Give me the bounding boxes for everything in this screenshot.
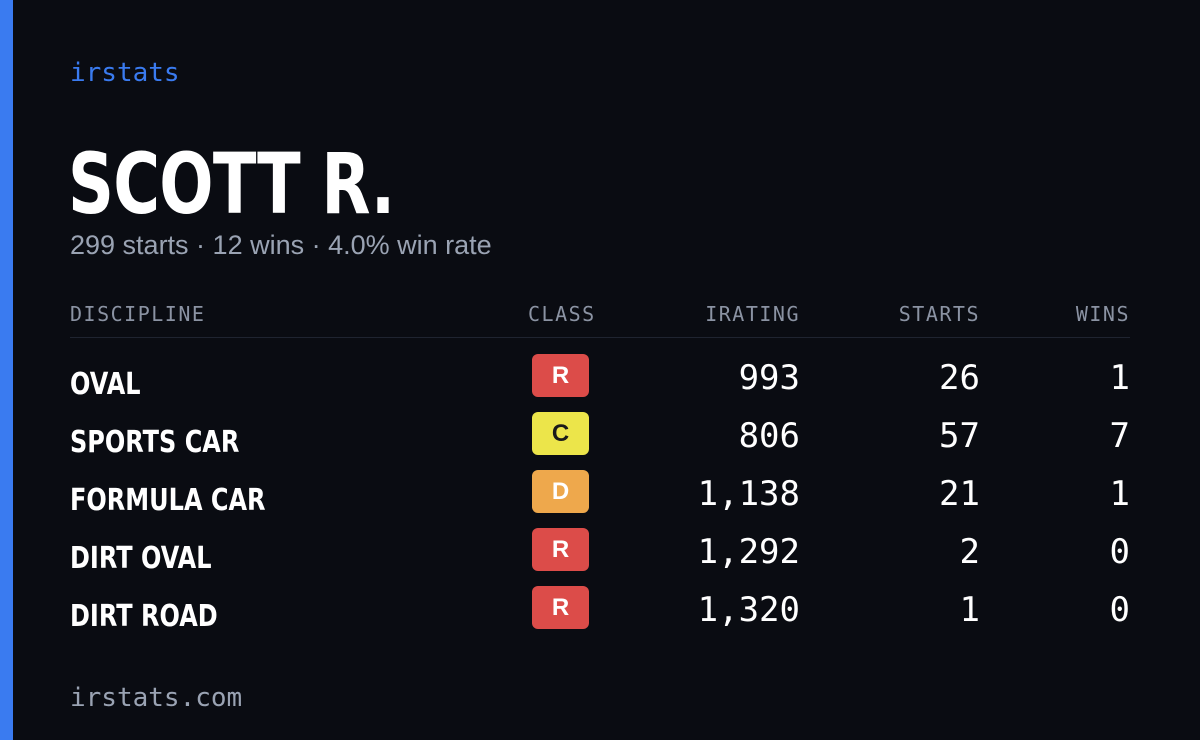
stats-table: DISCIPLINE CLASS IRATING STARTS WINS OVA… xyxy=(70,296,1130,634)
starts-value: 2 xyxy=(959,532,980,572)
class-badge: R xyxy=(532,586,589,629)
starts-value: 57 xyxy=(939,416,980,456)
class-badge: D xyxy=(532,470,589,513)
table-row: DIRT ROAD R 1,320 1 0 xyxy=(70,586,1130,644)
discipline-name: FORMULA CAR xyxy=(70,483,266,518)
wins-value: 1 xyxy=(1109,358,1130,398)
class-badge: C xyxy=(532,412,589,455)
discipline-name: DIRT ROAD xyxy=(70,599,218,634)
starts-value: 26 xyxy=(939,358,980,398)
header-class: CLASS xyxy=(528,302,596,326)
class-badge: R xyxy=(532,354,589,397)
wins-value: 0 xyxy=(1109,532,1130,572)
brand-logo: irstats xyxy=(70,58,180,88)
table-row: SPORTS CAR C 806 57 7 xyxy=(70,412,1130,470)
irating-value: 1,292 xyxy=(697,532,800,572)
header-wins: WINS xyxy=(1075,302,1130,326)
starts-value: 21 xyxy=(939,474,980,514)
header-irating: IRATING xyxy=(705,302,800,326)
discipline-name: OVAL xyxy=(70,367,141,402)
irating-value: 1,320 xyxy=(697,590,800,630)
discipline-name: SPORTS CAR xyxy=(70,425,240,460)
driver-summary: 299 starts · 12 wins · 4.0% win rate xyxy=(70,230,492,260)
footer-url[interactable]: irstats.com xyxy=(70,683,243,713)
header-starts: STARTS xyxy=(898,302,980,326)
discipline-name: DIRT OVAL xyxy=(70,541,212,576)
wins-value: 7 xyxy=(1109,416,1130,456)
irating-value: 993 xyxy=(738,358,800,398)
irating-value: 1,138 xyxy=(697,474,800,514)
header-discipline: DISCIPLINE xyxy=(70,302,206,326)
irating-value: 806 xyxy=(738,416,800,456)
table-row: FORMULA CAR D 1,138 21 1 xyxy=(70,470,1130,528)
driver-name: SCOTT R. xyxy=(68,135,395,233)
class-badge: R xyxy=(532,528,589,571)
table-row: DIRT OVAL R 1,292 2 0 xyxy=(70,528,1130,586)
starts-value: 1 xyxy=(959,590,980,630)
table-header: DISCIPLINE CLASS IRATING STARTS WINS xyxy=(70,296,1130,338)
table-row: OVAL R 993 26 1 xyxy=(70,354,1130,412)
wins-value: 0 xyxy=(1109,590,1130,630)
wins-value: 1 xyxy=(1109,474,1130,514)
accent-bar xyxy=(0,0,13,740)
